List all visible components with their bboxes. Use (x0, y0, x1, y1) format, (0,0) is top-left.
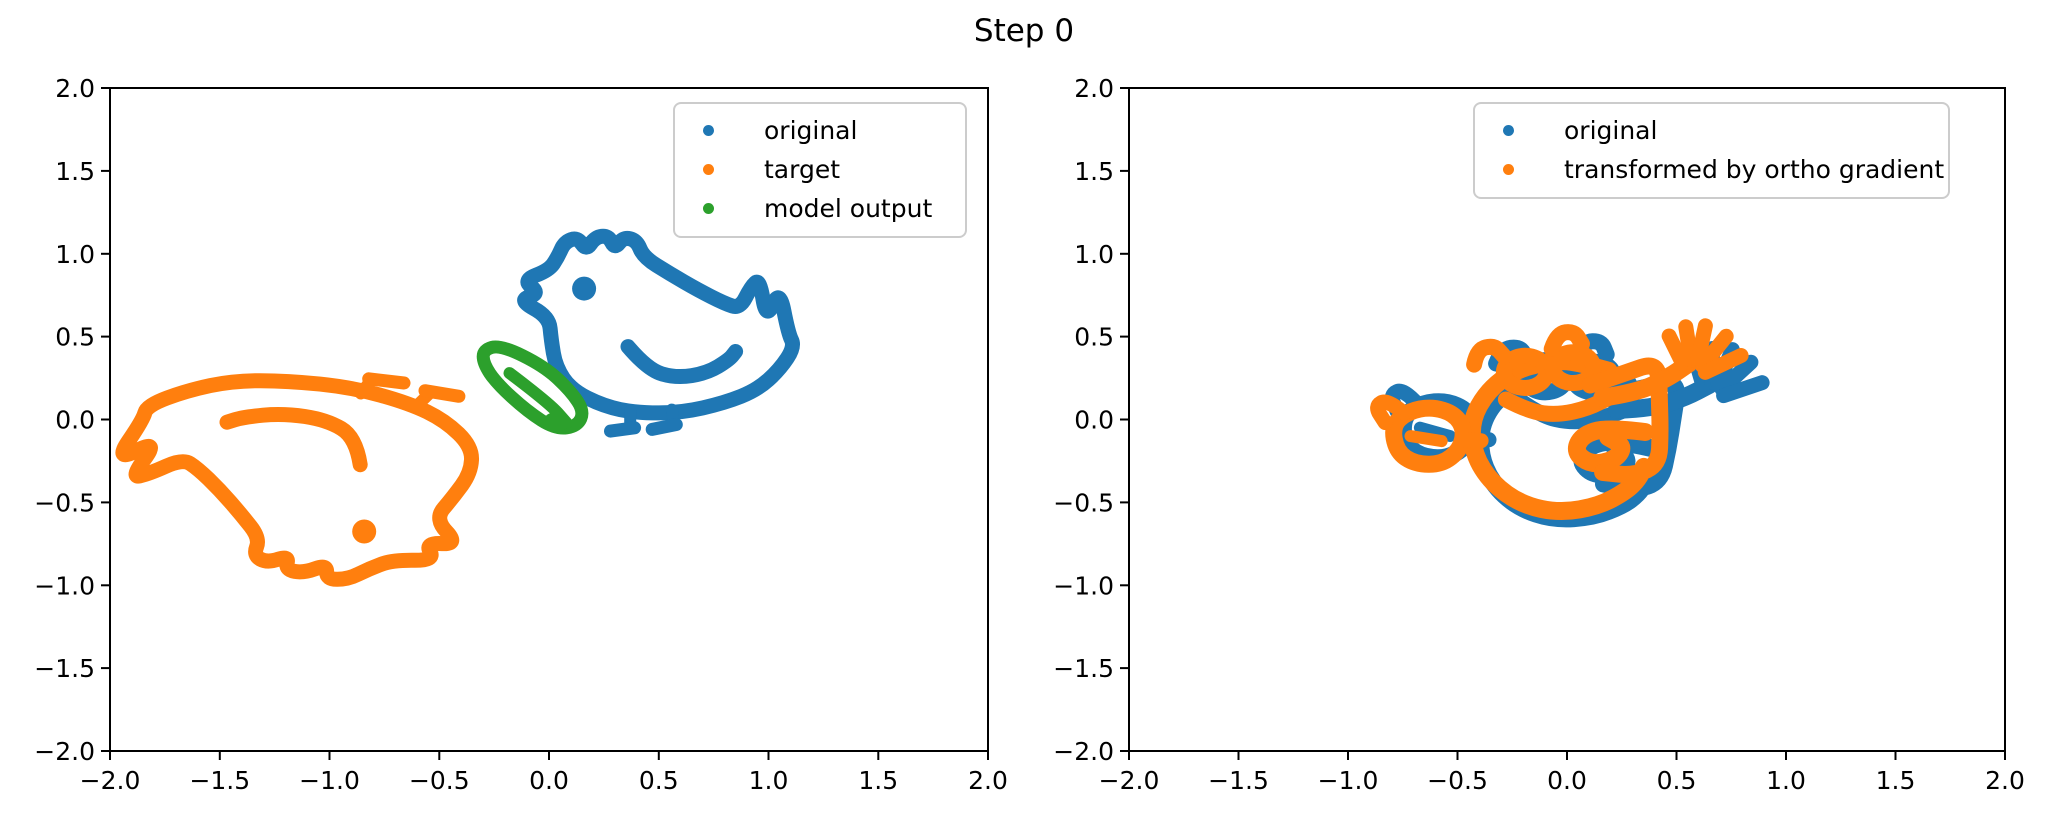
legend-item: original (1503, 114, 1936, 146)
series-path (1581, 357, 1669, 483)
x-tick-label: −1.5 (189, 766, 250, 795)
series-path (1716, 375, 1770, 404)
series-path (1678, 319, 1699, 368)
y-tick-label: −1.0 (1053, 571, 1114, 600)
x-tick-label: −1.0 (1318, 766, 1379, 795)
y-tick-label: 0.5 (55, 323, 95, 352)
y-tick-label: 1.5 (55, 157, 95, 186)
series-path (1466, 338, 1513, 373)
x-tick-label: 0.5 (639, 766, 679, 795)
legend-item: target (703, 153, 953, 185)
series-path (1697, 348, 1749, 380)
x-tick-label: 2.0 (968, 766, 1008, 795)
series-dot (352, 519, 377, 544)
series-path (1544, 344, 1602, 392)
y-tick-label: 1.5 (1074, 157, 1114, 186)
series-path (1593, 354, 1699, 407)
series-path (543, 412, 569, 432)
series-path (503, 367, 573, 429)
x-tick-label: 1.5 (1876, 766, 1916, 795)
x-tick-label: −2.0 (1099, 766, 1160, 795)
legend-label: original (764, 115, 858, 145)
x-tick-label: −2.0 (80, 766, 141, 795)
x-tick-label: 0.5 (1657, 766, 1697, 795)
series-path (1607, 375, 1719, 419)
y-tick-label: −1.0 (34, 571, 95, 600)
legend-marker-dot (703, 124, 714, 136)
x-tick-label: 0.0 (529, 766, 569, 795)
legend-item: model output (703, 192, 953, 224)
series-path (362, 372, 411, 390)
series-path (418, 384, 466, 403)
series-path (620, 339, 744, 385)
series-path (219, 406, 368, 473)
y-tick-label: −0.5 (34, 488, 95, 517)
y-tick-label: 1.0 (1074, 240, 1114, 269)
series-path (1543, 324, 1590, 357)
y-tick-label: −0.5 (1053, 488, 1114, 517)
series-dot (572, 276, 597, 301)
x-tick-label: 1.5 (858, 766, 898, 795)
x-tick-label: −0.5 (1427, 766, 1488, 795)
series-path (1413, 421, 1456, 442)
series-path (1567, 420, 1654, 473)
legend-label: target (764, 154, 841, 184)
series-path (1661, 328, 1691, 371)
figure-title: Step 0 (973, 13, 1075, 49)
series-path (1456, 432, 1489, 449)
y-tick-label: −2.0 (34, 737, 95, 766)
series-path (604, 421, 642, 438)
legend-marker-dot (1503, 124, 1514, 136)
x-tick-label: 2.0 (1985, 766, 2025, 795)
series-path (1495, 347, 1555, 396)
x-tick-label: 1.0 (1766, 766, 1806, 795)
y-tick-label: 1.0 (55, 240, 95, 269)
series-path (517, 228, 800, 421)
series-path (115, 373, 480, 587)
legend-item: original (703, 114, 953, 146)
x-tick-label: −1.5 (1208, 766, 1269, 795)
y-tick-label: −2.0 (1053, 737, 1114, 766)
y-tick-label: 0.0 (55, 406, 95, 435)
legend-marker-dot (1503, 163, 1514, 175)
series-path (1695, 328, 1734, 374)
series-path (1370, 394, 1412, 430)
y-tick-label: −1.5 (1053, 654, 1114, 683)
y-tick-label: 2.0 (55, 74, 95, 103)
series-path (1714, 354, 1759, 397)
y-tick-label: −1.5 (34, 654, 95, 683)
series-path (645, 418, 683, 436)
legend-right: original transformed by ortho gradient (1473, 102, 1950, 199)
x-tick-label: 1.0 (749, 766, 789, 795)
y-tick-label: 0.0 (1074, 406, 1114, 435)
legend-marker-dot (703, 163, 714, 175)
legend-label: model output (764, 193, 933, 223)
x-tick-label: −1.0 (299, 766, 360, 795)
series-path (1497, 387, 1622, 422)
legend-marker-dot (703, 202, 714, 214)
legend-label: transformed by ortho gradient (1564, 154, 1945, 184)
series-path (476, 340, 589, 435)
legend-item: transformed by ortho gradient (1503, 153, 1944, 185)
y-tick-label: 0.5 (1074, 323, 1114, 352)
x-tick-label: 0.0 (1547, 766, 1587, 795)
legend-label: original (1564, 115, 1658, 145)
series-path (1404, 430, 1448, 448)
series-path (1690, 318, 1713, 369)
y-tick-label: 2.0 (1074, 74, 1114, 103)
legend-left: original target model output (673, 102, 967, 238)
x-tick-label: −0.5 (409, 766, 470, 795)
